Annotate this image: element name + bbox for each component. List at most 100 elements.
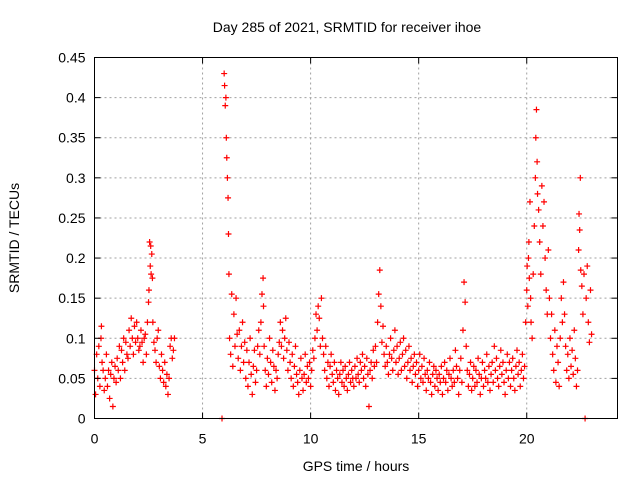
- data-point: [391, 327, 398, 334]
- data-point: [378, 339, 385, 346]
- data-point: [250, 363, 257, 370]
- data-point: [497, 347, 504, 354]
- data-point: [126, 327, 133, 334]
- data-point: [323, 375, 330, 382]
- y-tick-label: 0.3: [66, 170, 86, 186]
- data-point: [376, 267, 383, 274]
- data-point: [248, 371, 255, 378]
- data-point: [365, 403, 372, 410]
- data-point: [381, 351, 388, 358]
- data-point: [548, 311, 555, 318]
- data-point: [562, 343, 569, 350]
- data-point: [403, 375, 410, 382]
- data-point: [155, 327, 162, 334]
- data-point: [588, 331, 595, 338]
- data-point: [370, 347, 377, 354]
- data-point: [410, 363, 417, 370]
- data-point: [322, 343, 329, 350]
- data-point: [572, 355, 579, 362]
- data-point: [397, 339, 404, 346]
- data-point: [251, 347, 258, 354]
- data-point: [109, 403, 116, 410]
- data-point: [462, 299, 469, 306]
- data-point: [545, 247, 552, 254]
- data-point: [255, 327, 262, 334]
- data-point: [289, 351, 296, 358]
- x-tick-label: 0: [91, 431, 99, 447]
- data-point: [383, 343, 390, 350]
- data-point: [256, 351, 263, 358]
- data-point: [225, 194, 232, 201]
- data-point: [518, 367, 525, 374]
- data-point: [118, 347, 125, 354]
- data-point: [313, 311, 320, 318]
- data-point: [133, 319, 140, 326]
- data-point: [123, 351, 130, 358]
- y-tick-label: 0.45: [58, 50, 85, 66]
- data-point: [470, 363, 477, 370]
- data-point: [523, 287, 530, 294]
- data-point: [503, 367, 510, 374]
- data-point: [492, 367, 499, 374]
- data-point: [474, 379, 481, 386]
- data-point: [501, 379, 508, 386]
- data-point: [292, 343, 299, 350]
- data-point: [536, 239, 543, 246]
- data-point: [225, 230, 232, 237]
- data-point: [309, 347, 316, 354]
- data-point: [226, 335, 233, 342]
- data-point: [320, 351, 327, 358]
- data-point: [294, 379, 301, 386]
- data-point: [342, 363, 349, 370]
- data-point: [361, 363, 368, 370]
- data-point: [303, 379, 310, 386]
- data-point: [160, 379, 167, 386]
- data-point: [136, 343, 143, 350]
- data-point: [524, 303, 531, 310]
- data-point: [305, 375, 312, 382]
- data-point: [330, 379, 337, 386]
- data-point: [418, 363, 425, 370]
- data-point: [283, 347, 290, 354]
- data-point: [112, 363, 119, 370]
- data-point: [457, 355, 464, 362]
- data-point: [510, 375, 517, 382]
- data-point: [336, 371, 343, 378]
- data-point: [578, 283, 585, 290]
- data-point: [92, 391, 99, 398]
- data-point: [491, 343, 498, 350]
- data-point: [295, 391, 302, 398]
- x-axis-label: GPS time / hours: [303, 458, 410, 474]
- data-point: [340, 367, 347, 374]
- data-point: [135, 347, 142, 354]
- data-point: [107, 371, 114, 378]
- data-point: [116, 343, 123, 350]
- data-point: [534, 190, 541, 197]
- data-point: [314, 327, 321, 334]
- data-point: [280, 355, 287, 362]
- data-point: [520, 375, 527, 382]
- data-point: [512, 363, 519, 370]
- data-point: [533, 106, 540, 113]
- data-point: [114, 355, 121, 362]
- data-point: [441, 359, 448, 366]
- data-point: [404, 359, 411, 366]
- data-point: [253, 367, 260, 374]
- data-point: [334, 375, 341, 382]
- data-point: [347, 379, 354, 386]
- data-point: [542, 255, 549, 262]
- data-point: [464, 367, 471, 374]
- data-point: [351, 363, 358, 370]
- data-point: [387, 335, 394, 342]
- chart-title: Day 285 of 2021, SRMTID for receiver iho…: [213, 19, 482, 35]
- data-point: [524, 263, 531, 270]
- data-point: [550, 367, 557, 374]
- data-point: [275, 351, 282, 358]
- data-point: [296, 367, 303, 374]
- data-point: [425, 375, 432, 382]
- data-point: [279, 327, 286, 334]
- data-point: [148, 271, 155, 278]
- data-point: [465, 383, 472, 390]
- data-point: [262, 367, 269, 374]
- data-point: [276, 339, 283, 346]
